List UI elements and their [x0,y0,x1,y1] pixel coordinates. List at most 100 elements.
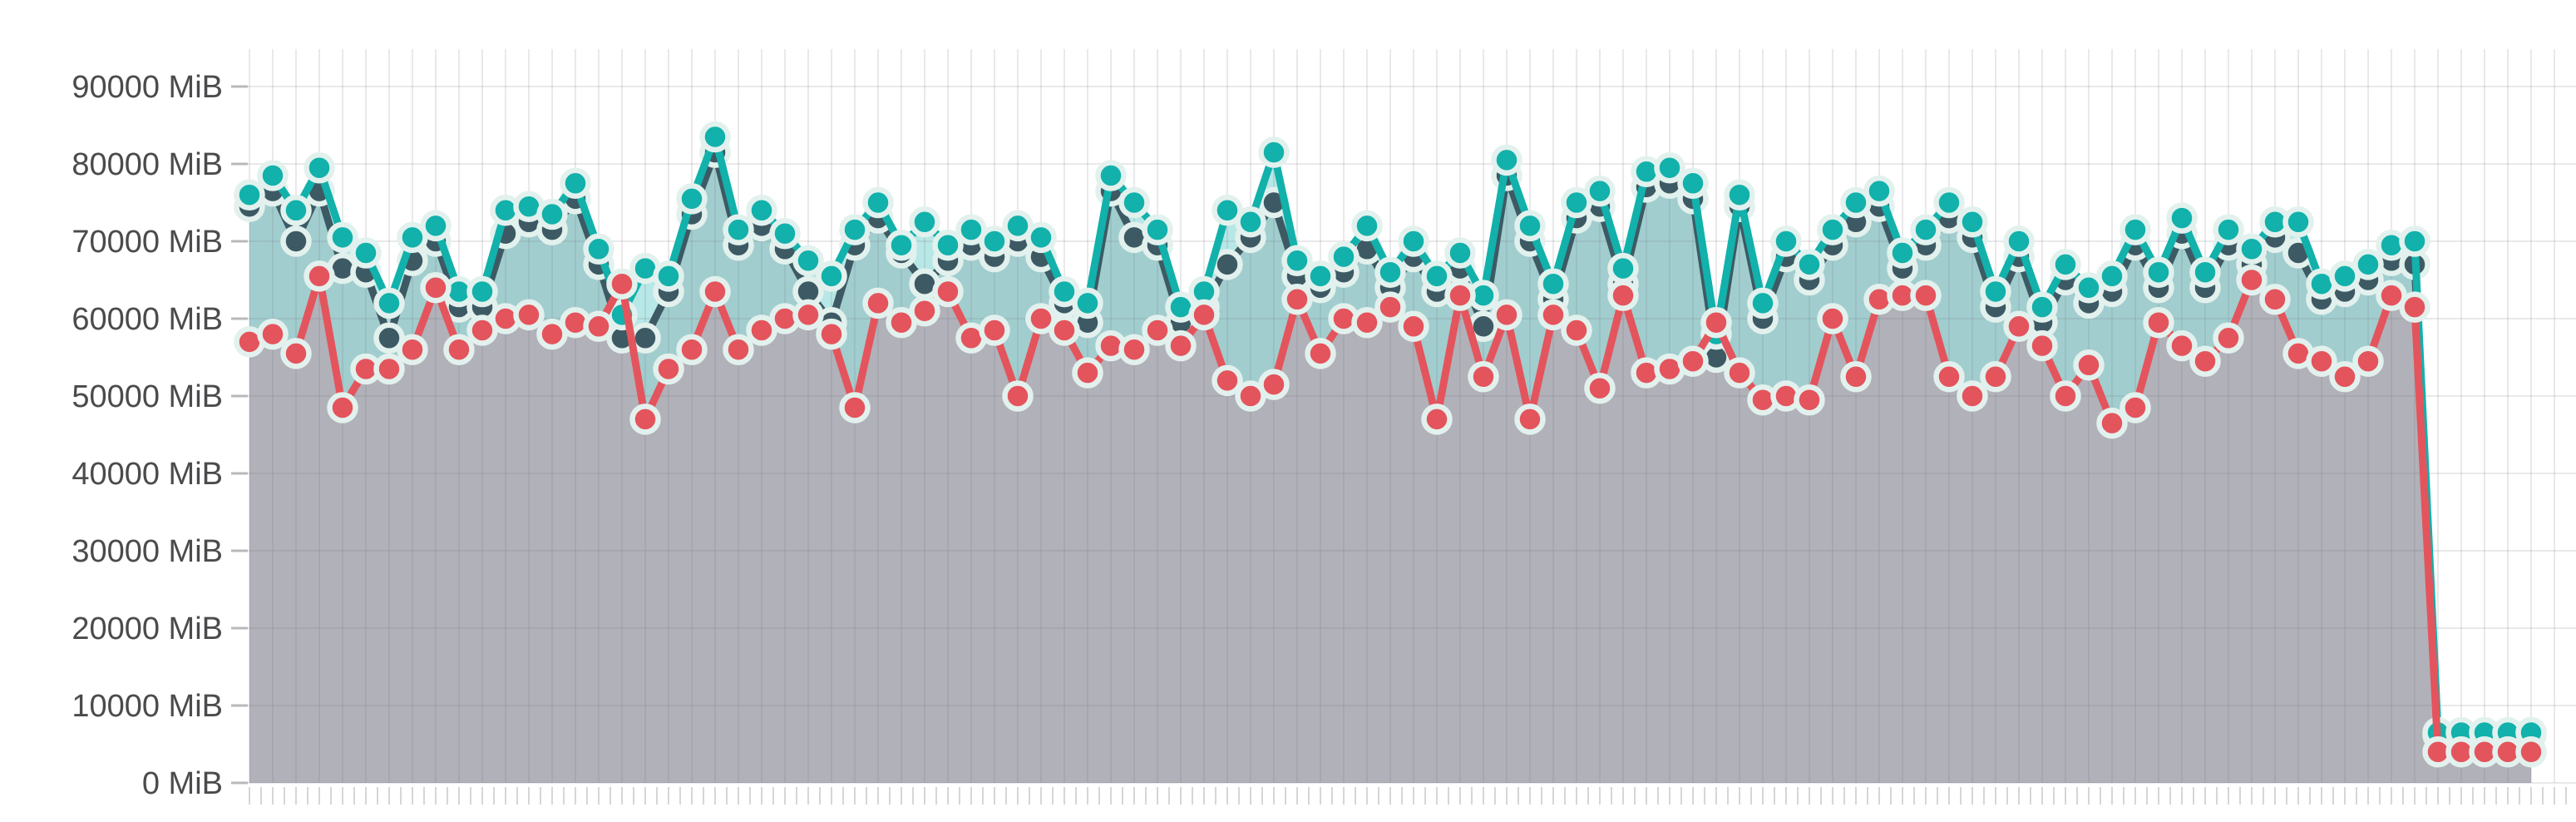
red-data-point-marker[interactable] [1584,372,1616,404]
teal-data-point-marker[interactable] [373,287,405,319]
red-data-point-marker[interactable] [1165,329,1197,362]
teal-data-point-marker[interactable] [350,237,382,269]
red-data-point-marker[interactable] [303,260,335,292]
slate-data-point-marker[interactable] [1212,249,1243,280]
teal-data-point-marker[interactable] [1724,179,1755,210]
teal-data-point-marker[interactable] [1863,175,1895,207]
red-data-point-marker[interactable] [1002,380,1034,412]
red-data-point-marker[interactable] [746,314,777,346]
teal-data-point-marker[interactable] [2050,249,2081,280]
red-data-point-marker[interactable] [2073,349,2105,381]
teal-data-point-marker[interactable] [1654,151,1685,184]
red-data-point-marker[interactable] [816,318,847,350]
red-data-point-marker[interactable] [2026,329,2058,362]
teal-data-point-marker[interactable] [583,233,614,265]
red-data-point-marker[interactable] [1910,280,1942,311]
red-data-point-marker[interactable] [699,275,731,308]
teal-data-point-marker[interactable] [1118,186,1150,219]
red-data-point-marker[interactable] [629,404,661,435]
red-data-point-marker[interactable] [653,353,684,385]
teal-data-point-marker[interactable] [1491,144,1522,176]
teal-data-point-marker[interactable] [1072,287,1103,319]
teal-data-point-marker[interactable] [1328,240,1360,273]
red-data-point-marker[interactable] [2143,306,2174,339]
teal-data-point-marker[interactable] [1212,195,1243,226]
red-data-point-marker[interactable] [2329,361,2361,393]
teal-data-point-marker[interactable] [653,260,684,292]
red-data-point-marker[interactable] [1118,334,1150,365]
red-data-point-marker[interactable] [676,334,708,365]
red-data-point-marker[interactable] [443,334,475,365]
red-data-point-marker[interactable] [1049,314,1080,346]
red-data-point-marker[interactable] [1840,361,1872,393]
red-data-point-marker[interactable] [2003,310,2035,343]
teal-data-point-marker[interactable] [2213,214,2244,245]
red-data-point-marker[interactable] [1025,303,1057,334]
teal-data-point-marker[interactable] [746,195,777,226]
teal-data-point-marker[interactable] [886,229,917,261]
red-data-point-marker[interactable] [2120,392,2151,423]
teal-data-point-marker[interactable] [1770,225,1802,257]
teal-data-point-marker[interactable] [327,221,358,254]
teal-data-point-marker[interactable] [699,121,731,153]
teal-data-point-marker[interactable] [1002,210,1034,242]
teal-data-point-marker[interactable] [2143,256,2174,288]
teal-data-point-marker[interactable] [816,260,847,292]
teal-data-point-marker[interactable] [1677,167,1709,200]
red-data-point-marker[interactable] [1374,291,1406,323]
teal-data-point-marker[interactable] [1887,237,1918,269]
teal-data-point-marker[interactable] [2236,233,2268,265]
red-data-point-marker[interactable] [1468,361,1499,393]
teal-data-point-marker[interactable] [1514,210,1546,242]
teal-data-point-marker[interactable] [2026,291,2058,323]
red-data-point-marker[interactable] [2189,345,2221,377]
red-data-point-marker[interactable] [2352,345,2384,377]
teal-data-point-marker[interactable] [1421,260,1453,292]
red-data-point-marker[interactable] [1188,299,1220,331]
teal-data-point-marker[interactable] [1281,245,1313,277]
red-data-point-marker[interactable] [1561,314,1592,346]
teal-data-point-marker[interactable] [2399,225,2430,257]
teal-data-point-marker[interactable] [1095,160,1127,191]
teal-data-point-marker[interactable] [1025,221,1057,254]
teal-data-point-marker[interactable] [1444,237,1476,269]
teal-data-point-marker[interactable] [2096,260,2128,292]
teal-data-point-marker[interactable] [2166,202,2198,234]
teal-data-point-marker[interactable] [1817,214,1848,245]
red-data-point-marker[interactable] [1724,357,1755,389]
red-data-point-marker[interactable] [1398,310,1429,343]
red-data-point-marker[interactable] [1957,380,1988,412]
red-data-point-marker[interactable] [513,299,545,331]
red-data-point-marker[interactable] [373,353,405,385]
red-data-point-marker[interactable] [979,314,1010,346]
teal-data-point-marker[interactable] [303,151,335,184]
teal-data-point-marker[interactable] [1142,214,1173,245]
red-data-point-marker[interactable] [1514,404,1546,435]
teal-data-point-marker[interactable] [2329,260,2361,292]
red-data-point-marker[interactable] [257,318,289,350]
red-data-point-marker[interactable] [466,314,498,346]
teal-data-point-marker[interactable] [1258,136,1290,168]
teal-data-point-marker[interactable] [1584,175,1616,207]
red-data-point-marker[interactable] [280,338,312,369]
teal-data-point-marker[interactable] [1957,206,1988,238]
teal-data-point-marker[interactable] [1910,214,1942,245]
teal-data-point-marker[interactable] [1374,256,1406,288]
red-data-point-marker[interactable] [1491,299,1522,331]
teal-data-point-marker[interactable] [2120,214,2151,245]
teal-data-point-marker[interactable] [1980,275,2011,308]
red-data-point-marker[interactable] [1281,284,1313,315]
slate-data-point-marker[interactable] [280,225,312,257]
teal-data-point-marker[interactable] [769,217,801,250]
red-data-point-marker[interactable] [2166,329,2198,362]
teal-data-point-marker[interactable] [792,245,824,277]
red-data-point-marker[interactable] [1305,338,1336,369]
red-data-point-marker[interactable] [1794,384,1825,416]
red-data-point-marker[interactable] [2259,284,2291,315]
red-data-point-marker[interactable] [2236,264,2268,296]
red-data-point-marker[interactable] [2399,291,2430,323]
red-data-point-marker[interactable] [2213,322,2244,354]
teal-data-point-marker[interactable] [1607,252,1639,285]
teal-data-point-marker[interactable] [1537,268,1569,300]
